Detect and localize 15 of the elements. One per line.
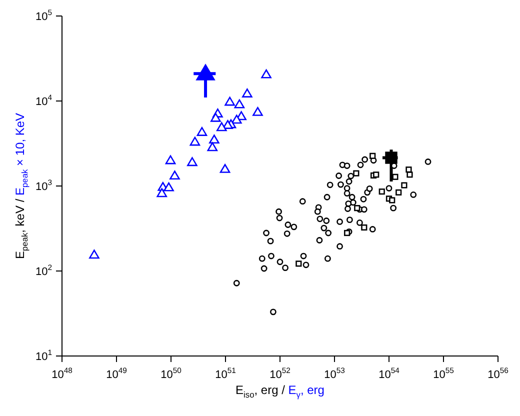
- x-tick-label: 10$^{53}$: [324, 366, 345, 381]
- x-tick-label: 10$^{50}$: [160, 366, 182, 381]
- y-tick-label: 10$^{5}$: [35, 8, 52, 23]
- x-tick-label: 10$^{48}$: [52, 366, 72, 381]
- x-tick-label: 10$^{52}$: [270, 366, 290, 381]
- y-tick-label: 10$^{2}$: [35, 263, 52, 278]
- y-tick-label: 10$^{4}$: [35, 93, 53, 108]
- x-tick-label: 10$^{55}$: [433, 366, 454, 381]
- x-tick-label: 10$^{56}$: [488, 366, 508, 381]
- x-tick-label: 10$^{54}$: [378, 366, 400, 381]
- y-tick-label: 10$^{3}$: [35, 178, 52, 193]
- x-tick-label: 10$^{51}$: [215, 366, 236, 381]
- y-tick-label: 10$^{1}$: [35, 348, 52, 363]
- x-tick-label: 10$^{49}$: [106, 366, 127, 381]
- x-axis-title: E$_{iso}$, erg / E$_{γ}$, erg: [236, 383, 324, 400]
